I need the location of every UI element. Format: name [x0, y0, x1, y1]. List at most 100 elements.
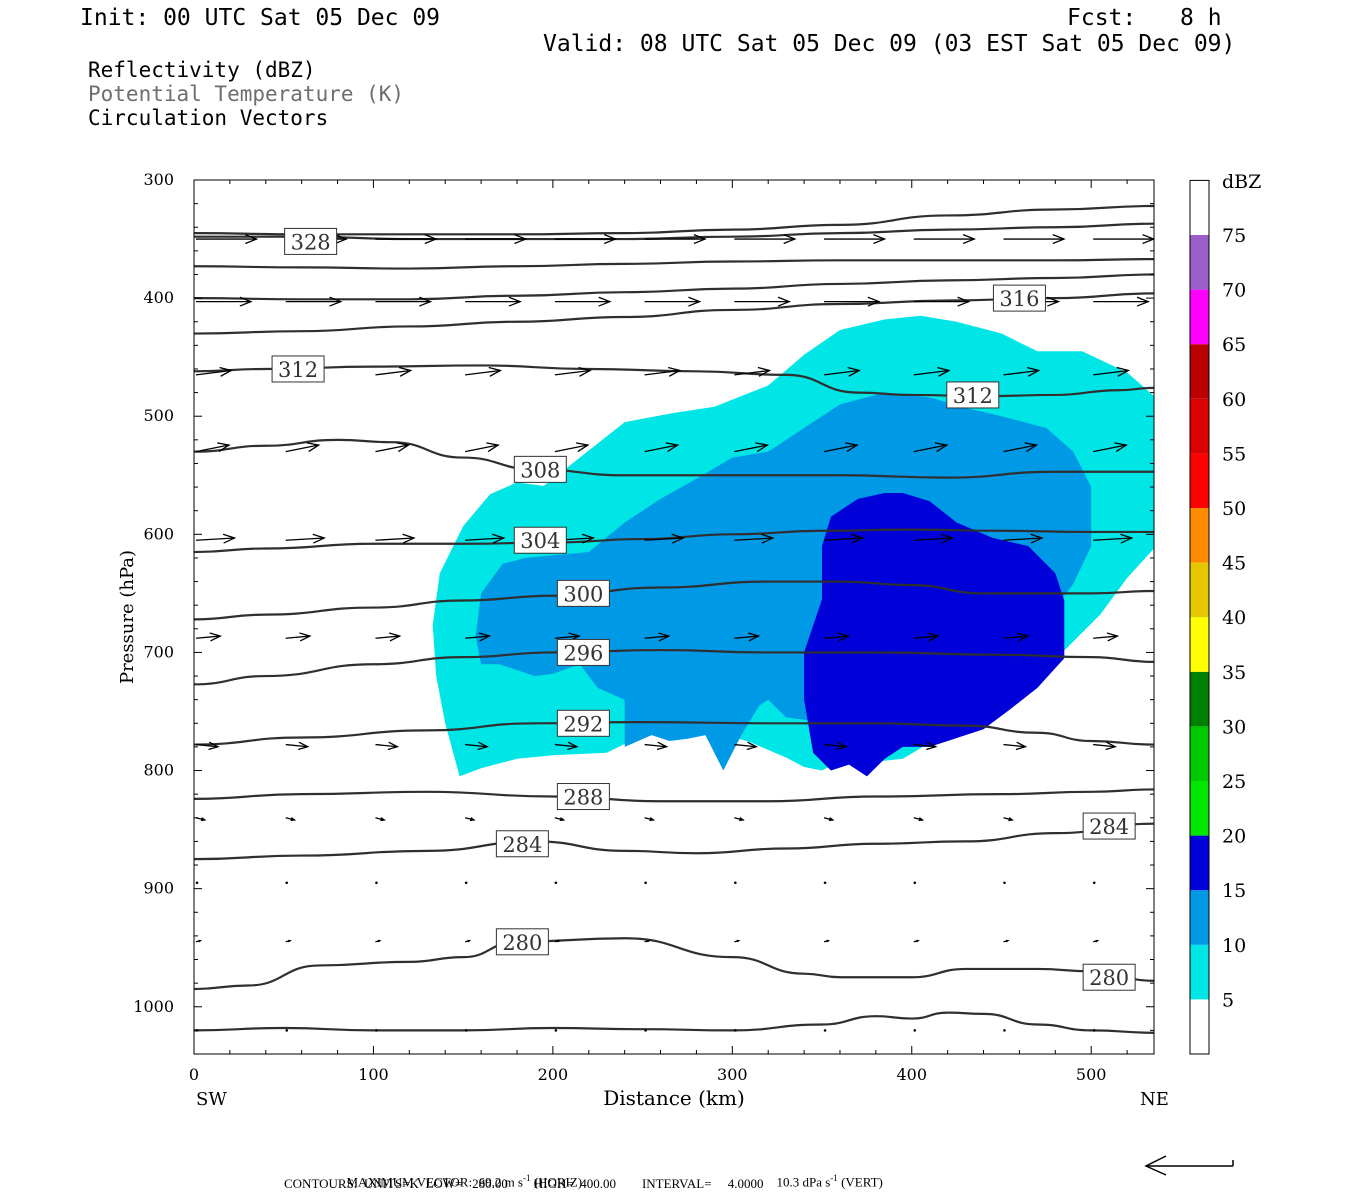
x-tick-label-100: 100 [358, 1065, 389, 1084]
y-axis-label: Pressure (hPa) [117, 550, 138, 684]
colorbar-label-30: 30 [1222, 716, 1246, 738]
vector-0-10 [1093, 234, 1154, 245]
vector-4-9 [1003, 533, 1044, 544]
theta-label-box-288-0 [556, 783, 610, 811]
colorbar-segment-40 [1190, 562, 1209, 618]
y-tick-label-300: 300 [143, 170, 174, 189]
forecast-hour: 8 h [1180, 5, 1222, 31]
vector-5-7 [823, 632, 850, 642]
x-end-right-label: NE [1140, 1089, 1169, 1110]
colorbar-label-45: 45 [1222, 553, 1246, 575]
vector-9-2 [375, 939, 382, 943]
vector-4-1 [285, 533, 326, 544]
colorbar-label-75: 75 [1222, 225, 1246, 247]
vector-9-8 [913, 939, 920, 943]
vector-6-9 [1003, 741, 1028, 751]
colorbar-label-10: 10 [1222, 935, 1246, 957]
vector-9-9 [1003, 939, 1010, 943]
vector-4-5 [644, 533, 685, 544]
colorbar-segment-35 [1190, 617, 1209, 672]
vector-9-4 [554, 939, 561, 943]
theta-label-box-308-0 [513, 455, 567, 483]
vector-10-4 [554, 1029, 558, 1032]
theta-label-box-316-0 [992, 284, 1046, 312]
theta-label-box-292-0 [556, 709, 610, 737]
vector-7-6 [734, 817, 745, 822]
theta-contour-280 [194, 937, 1154, 991]
colorbar-segment-65 [1190, 289, 1209, 345]
vector-3-10 [1093, 442, 1128, 453]
vector-7-5 [644, 817, 656, 822]
vector-0-9 [1003, 234, 1066, 245]
vector-2-10 [1093, 366, 1131, 377]
vector-3-1 [285, 442, 321, 453]
vector-10-6 [734, 1029, 737, 1032]
theta-label-312-1: 312 [953, 384, 993, 408]
vector-4-0 [195, 533, 237, 544]
vector-7-2 [375, 817, 386, 822]
vector-0-4 [554, 234, 618, 245]
vector-4-7 [824, 533, 865, 544]
colorbar-segment-5 [1190, 944, 1209, 1000]
colorbar-units: dBZ [1222, 171, 1261, 193]
vector-0-7 [824, 234, 887, 245]
vector-4-2 [375, 533, 416, 544]
forecast-label: Fcst: [1067, 5, 1137, 31]
vector-5-0 [195, 632, 222, 642]
colorbar-label-35: 35 [1222, 662, 1246, 684]
vector-10-5 [644, 1029, 647, 1032]
x-end-left-label: SW [196, 1089, 227, 1110]
vector-2-2 [375, 366, 413, 377]
vector-6-10 [1093, 741, 1117, 751]
y-tick-label-700: 700 [143, 642, 174, 661]
x-axis-label: Distance (km) [603, 1086, 745, 1110]
vector-3-7 [823, 442, 859, 453]
theta-label-box-300-0 [556, 579, 610, 607]
colorbar-segment-20 [1190, 781, 1209, 836]
theta-contour-284 [194, 822, 1154, 861]
vector-8-1 [285, 881, 289, 885]
vector-8-10 [1092, 881, 1096, 885]
vector-6-3 [465, 741, 489, 751]
vector-0-2 [375, 234, 438, 245]
max-vector-horiz: MAXIMUM VECTOR: 69.2 m s [346, 1174, 523, 1190]
colorbar-segment-70 [1190, 235, 1209, 290]
vector-1-6 [734, 296, 792, 307]
x-tick-label-200: 200 [538, 1065, 569, 1084]
theta-label-280-1: 280 [1089, 966, 1129, 990]
vector-10-7 [823, 1029, 827, 1032]
vector-8-9 [1003, 881, 1006, 885]
vector-1-0 [196, 296, 253, 307]
colorbar-label-65: 65 [1222, 334, 1246, 356]
theta-label-328-0: 328 [291, 230, 331, 254]
vector-3-9 [1003, 442, 1039, 453]
theta-label-280-0: 280 [502, 931, 542, 955]
vector-6-2 [375, 741, 400, 751]
vector-2-6 [734, 366, 772, 377]
vector-0-0 [196, 234, 259, 245]
colorbar-label-25: 25 [1222, 771, 1246, 793]
vector-6-5 [644, 741, 669, 751]
colorbar-label-60: 60 [1222, 389, 1246, 411]
theta-contour-296 [194, 648, 1154, 686]
vector-9-7 [823, 939, 831, 943]
vector-4-3 [465, 533, 506, 544]
theta-contour-292 [194, 721, 1154, 746]
colorbar-segment-25 [1190, 726, 1209, 781]
theta-label-284-0: 284 [502, 833, 542, 857]
vector-2-8 [913, 366, 951, 377]
colorbar-label-20: 20 [1222, 826, 1246, 848]
theta-label-box-304-0 [513, 526, 567, 554]
colorbar-label-15: 15 [1222, 880, 1246, 902]
colorbar-segment-below [1190, 999, 1209, 1054]
colorbar-segment-10 [1190, 890, 1209, 945]
vector-2-5 [644, 366, 682, 377]
colorbar-segment-30 [1190, 671, 1209, 727]
vector-7-9 [1003, 817, 1014, 822]
vector-7-1 [285, 817, 297, 822]
vector-0-5 [644, 234, 707, 245]
vector-8-4 [554, 881, 558, 885]
vector-1-1 [285, 296, 343, 307]
vector-9-3 [465, 939, 472, 943]
